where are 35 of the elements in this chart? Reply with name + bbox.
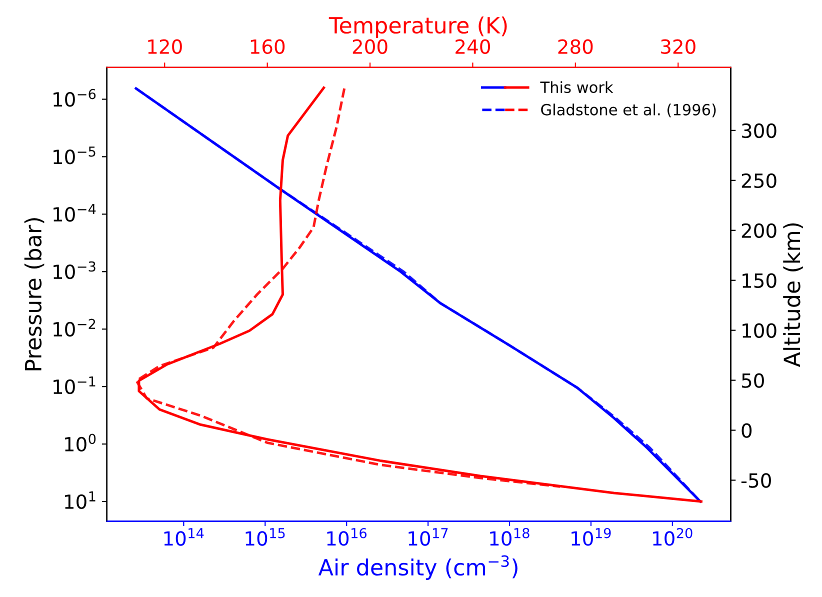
x2-tick-label: 280 bbox=[558, 39, 593, 54]
x-tick-label: 10$^{17}$ bbox=[408, 528, 448, 546]
x-tick-label: 10$^{20}$ bbox=[653, 528, 692, 546]
y-tick-label: 10$^{−4}$ bbox=[54, 204, 96, 222]
y2-tick-label: 300 bbox=[742, 123, 776, 138]
y2-axis-title: Altitude (km) bbox=[783, 223, 803, 368]
y2-tick-label: 200 bbox=[742, 223, 776, 238]
y2-tick-label: 50 bbox=[742, 373, 764, 388]
y-tick-label: 10$^{−6}$ bbox=[54, 88, 96, 107]
x-tick-label: 10$^{15}$ bbox=[246, 528, 285, 546]
y-tick-label: 10$^{−2}$ bbox=[54, 318, 96, 337]
y-tick-label: 10$^{−3}$ bbox=[54, 261, 96, 280]
y-tick-label: 10$^{0}$ bbox=[65, 434, 96, 452]
y-axis-title: Pressure (bar) bbox=[24, 218, 44, 370]
y-tick-label: 10$^{−1}$ bbox=[54, 376, 96, 394]
x2-axis-title: Temperature (K) bbox=[328, 16, 507, 38]
legend-label: This work bbox=[540, 81, 614, 94]
x2-tick-label: 320 bbox=[661, 39, 696, 54]
y2-tick-label: 250 bbox=[742, 173, 776, 188]
x2-tick-label: 120 bbox=[148, 39, 182, 54]
x-tick-label: 10$^{19}$ bbox=[572, 528, 611, 546]
x2-tick-label: 160 bbox=[250, 39, 285, 54]
y2-tick-label: 100 bbox=[742, 323, 776, 338]
x-tick-label: 10$^{14}$ bbox=[164, 528, 204, 546]
x-tick-label: 10$^{16}$ bbox=[327, 528, 367, 546]
x2-tick-label: 240 bbox=[456, 39, 490, 54]
y-tick-label: 10$^{−5}$ bbox=[54, 146, 96, 164]
x2-tick-label: 200 bbox=[352, 39, 388, 54]
y2-tick-label: 0 bbox=[742, 423, 752, 438]
x-axis-title: Air density (cm$^{−3}$) bbox=[318, 555, 518, 580]
y2-tick-label: 150 bbox=[742, 273, 776, 288]
x-tick-label: 10$^{18}$ bbox=[490, 528, 530, 546]
y-tick-label: 10$^{1}$ bbox=[65, 491, 96, 510]
y2-tick-label: -50 bbox=[741, 473, 771, 488]
legend-label: Gladstone et al. (1996) bbox=[541, 104, 716, 118]
